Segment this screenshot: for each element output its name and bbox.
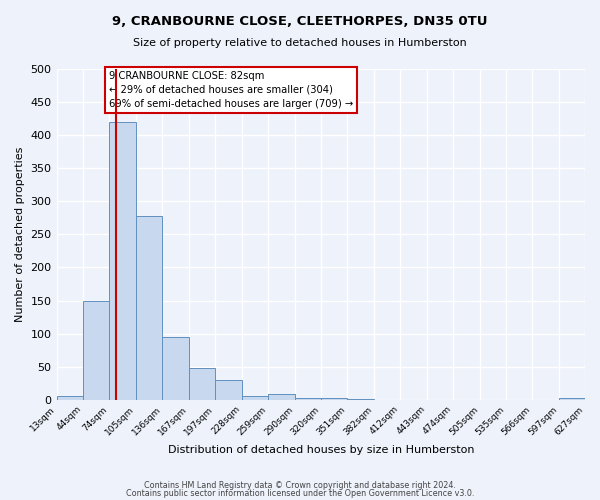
Bar	[56, 396, 83, 400]
Bar	[559, 398, 585, 400]
Text: 9, CRANBOURNE CLOSE, CLEETHORPES, DN35 0TU: 9, CRANBOURNE CLOSE, CLEETHORPES, DN35 0…	[112, 15, 488, 28]
Text: Contains HM Land Registry data © Crown copyright and database right 2024.: Contains HM Land Registry data © Crown c…	[144, 480, 456, 490]
Y-axis label: Number of detached properties: Number of detached properties	[15, 146, 25, 322]
Bar	[268, 394, 295, 400]
Bar	[163, 337, 189, 400]
Bar	[242, 396, 268, 400]
Bar	[136, 216, 163, 400]
Text: 9 CRANBOURNE CLOSE: 82sqm
← 29% of detached houses are smaller (304)
69% of semi: 9 CRANBOURNE CLOSE: 82sqm ← 29% of detac…	[109, 71, 353, 109]
Bar	[321, 398, 347, 400]
Bar	[109, 122, 136, 400]
Bar	[189, 368, 215, 400]
Text: Size of property relative to detached houses in Humberston: Size of property relative to detached ho…	[133, 38, 467, 48]
Bar	[83, 300, 109, 400]
Text: Contains public sector information licensed under the Open Government Licence v3: Contains public sector information licen…	[126, 489, 474, 498]
X-axis label: Distribution of detached houses by size in Humberston: Distribution of detached houses by size …	[167, 445, 474, 455]
Bar	[295, 398, 321, 400]
Bar	[215, 380, 242, 400]
Bar	[347, 399, 374, 400]
